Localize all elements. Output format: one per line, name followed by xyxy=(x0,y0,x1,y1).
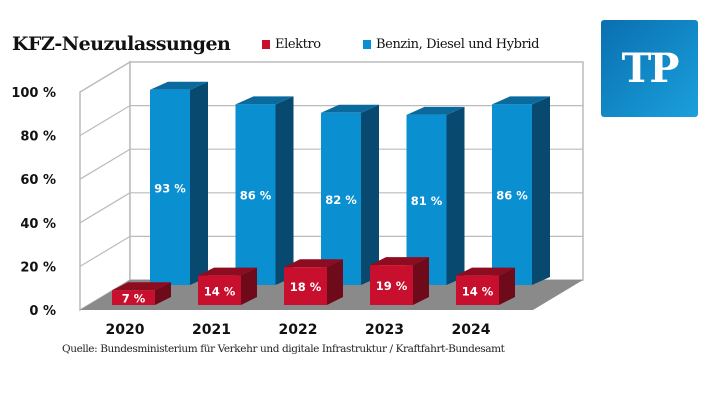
bar-benzin-2020-label: 93 % xyxy=(154,181,186,195)
bar-elektro-2022-top xyxy=(284,259,343,268)
bar-benzin-2022: 82 % xyxy=(321,104,379,285)
y-tick-label: 80 % xyxy=(20,130,56,145)
bar-benzin-2023-top xyxy=(406,106,465,115)
x-tick-label: 2023 xyxy=(365,322,404,338)
bar-benzin-2021-side xyxy=(275,96,294,286)
bar-elektro-2024-label: 14 % xyxy=(462,284,494,298)
bar-benzin-2024-front xyxy=(492,104,532,286)
bar-benzin-2023-front xyxy=(406,114,447,286)
source-note: Quelle: Bundesministerium für Verkehr un… xyxy=(62,343,505,355)
bar-elektro-2020-label: 7 % xyxy=(122,292,146,306)
legend-item-benzin: Benzin, Diesel und Hybrid xyxy=(363,37,539,52)
bar-benzin-2021-front xyxy=(235,104,276,286)
left-wall xyxy=(79,60,131,312)
legend-swatch-benzin xyxy=(363,40,371,49)
bar-elektro-2023-top xyxy=(370,257,429,266)
bar-benzin-2023-side xyxy=(446,106,465,286)
bar-elektro-2022-front xyxy=(284,267,327,305)
bar-elektro-2020-top xyxy=(112,282,171,291)
bar-benzin-2024-label: 86 % xyxy=(496,189,528,203)
bar-benzin-2024-top xyxy=(492,96,550,105)
y-tick-label: 60 % xyxy=(20,173,56,188)
bar-benzin-2023: 81 % xyxy=(406,106,465,286)
y-tick-label: 100 % xyxy=(11,86,56,101)
bar-elektro-2024-top xyxy=(456,267,515,276)
bar-benzin-2020-side xyxy=(190,81,208,285)
bar-elektro-2024-front xyxy=(456,275,499,305)
bar-benzin-2023-label: 81 % xyxy=(411,194,443,208)
gridline xyxy=(79,104,583,137)
bar-elektro-2020-front xyxy=(112,290,155,305)
bar-elektro-2023-front xyxy=(370,265,413,305)
x-tick-label: 2021 xyxy=(192,322,231,338)
tp-logo: TP xyxy=(601,20,698,117)
bar-benzin-2024-side xyxy=(532,96,550,286)
bar-elektro-2021: 14 % xyxy=(198,267,257,305)
bar-elektro-2023-side xyxy=(413,257,429,305)
bar-elektro-2022-side xyxy=(327,259,343,305)
chart-title: KFZ-Neuzulassungen xyxy=(12,33,231,55)
bar-elektro-2021-label: 14 % xyxy=(204,284,236,298)
y-tick-label: 0 % xyxy=(29,304,56,319)
bar-elektro-2020-side xyxy=(155,282,171,305)
bar-elektro-2022-label: 18 % xyxy=(290,280,322,294)
bar-benzin-2021: 86 % xyxy=(235,96,294,286)
bar-benzin-2022-top xyxy=(321,104,379,113)
bar-benzin-2021-top xyxy=(235,96,294,105)
y-tick-label: 40 % xyxy=(20,217,56,232)
x-tick-label: 2024 xyxy=(452,322,491,338)
legend-label: Benzin, Diesel und Hybrid xyxy=(376,37,540,52)
bar-elektro-2020: 7 % xyxy=(112,282,171,306)
bar-elektro-2023-label: 19 % xyxy=(376,279,408,293)
bar-elektro-2021-front xyxy=(198,275,241,305)
bar-benzin-2024: 86 % xyxy=(492,96,550,286)
bar-benzin-2022-label: 82 % xyxy=(325,193,357,207)
bar-elektro-2024: 14 % xyxy=(456,267,515,305)
bar-elektro-2021-side xyxy=(241,267,257,305)
bar-elektro-2023: 19 % xyxy=(370,257,429,305)
y-tick-label: 20 % xyxy=(20,260,56,275)
x-tick-label: 2020 xyxy=(106,322,145,338)
bar-benzin-2020: 93 % xyxy=(150,81,208,285)
bar-elektro-2021-top xyxy=(198,267,257,276)
x-tick-label: 2022 xyxy=(279,322,318,338)
bar-elektro-2024-side xyxy=(499,267,515,305)
bar-elektro-2022: 18 % xyxy=(284,259,343,305)
bar-benzin-2022-front xyxy=(321,112,361,285)
legend-label: Elektro xyxy=(275,37,321,52)
bar-benzin-2022-side xyxy=(361,104,379,285)
bar-benzin-2020-front xyxy=(150,89,190,285)
legend-swatch-elektro xyxy=(262,40,270,49)
bar-benzin-2020-top xyxy=(150,81,208,90)
legend-item-elektro: Elektro xyxy=(262,37,321,52)
bar-benzin-2021-label: 86 % xyxy=(240,189,272,203)
